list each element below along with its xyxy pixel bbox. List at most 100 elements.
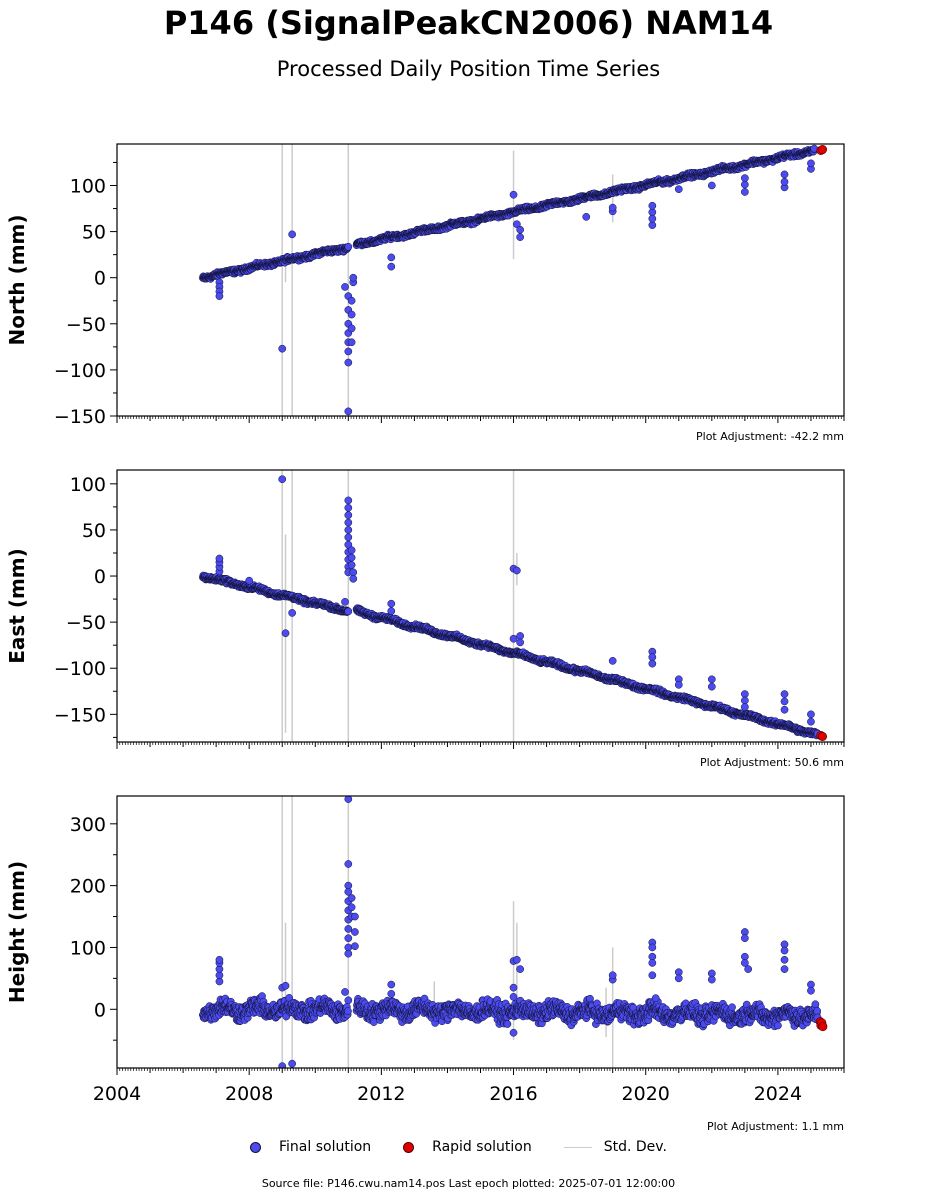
final-solution-point: [344, 511, 353, 520]
final-solution-point: [349, 574, 358, 583]
final-solution-point: [341, 598, 349, 606]
final-solution-point: [807, 159, 815, 168]
panel-frame: [116, 469, 845, 743]
rapid-solution-point: [818, 731, 828, 741]
final-solution-point: [387, 262, 396, 271]
chart-subtitle: Processed Daily Position Time Series: [276, 57, 661, 81]
final-solution-point: [278, 344, 287, 353]
plot-area: [199, 796, 828, 1068]
final-solution-point: [281, 629, 290, 638]
final-solution-point: [387, 599, 396, 608]
final-solution-point: [347, 553, 356, 562]
rapid-solution-point: [818, 145, 828, 155]
plot-area: [199, 144, 828, 416]
final-solution-point: [341, 283, 349, 291]
final-solution-point: [648, 221, 657, 229]
final-solution-point: [516, 638, 525, 647]
final-solution-point: [707, 682, 716, 691]
y-tick-label: −50: [66, 612, 106, 634]
panel-2: −150 −100 −50 0 50 100 East (mm) Plot Adjustmen…: [5, 469, 845, 769]
y-tick-label: 50: [82, 222, 106, 244]
final-solution-point: [513, 566, 521, 575]
final-solution-point: [387, 607, 396, 615]
final-solution-point: [648, 659, 657, 668]
final-solution-point: [344, 358, 353, 367]
final-solution-point: [288, 230, 296, 239]
final-solution-point: [582, 212, 591, 221]
final-solution-point: [741, 696, 749, 705]
final-solution-point: [780, 697, 789, 706]
final-solution-point: [347, 296, 356, 305]
final-solution-point: [344, 1007, 352, 1015]
final-solution-point: [707, 181, 716, 190]
final-solution-point: [503, 1020, 512, 1028]
final-solution-point: [648, 208, 657, 217]
final-solution-point: [344, 518, 353, 527]
final-solution-point: [347, 310, 356, 319]
y-tick-label: 100: [70, 474, 106, 496]
final-solution-point: [387, 253, 396, 262]
final-solution-point: [707, 675, 716, 684]
final-solution-point: [780, 690, 789, 698]
final-solution-point: [807, 710, 815, 719]
final-solution-point: [741, 188, 749, 196]
y-tick-label: −150: [54, 704, 106, 726]
final-solution-point: [344, 996, 353, 1005]
final-solution-point: [245, 576, 254, 585]
plot-adjustment-note: Plot Adjustment: -42.2 mm: [696, 430, 844, 443]
final-solution-point: [344, 526, 353, 534]
final-solution-point: [215, 292, 224, 300]
y-tick-label: −150: [54, 406, 106, 428]
y-axis-label: North (mm): [5, 214, 29, 345]
final-solution-point: [344, 533, 353, 542]
final-solution-point: [648, 201, 657, 210]
final-solution-point: [741, 690, 749, 698]
final-solution-point: [344, 347, 353, 356]
chart-title: P146 (SignalPeakCN2006) NAM14: [163, 4, 774, 42]
y-tick-label: 0: [94, 566, 106, 588]
final-solution-point: [288, 609, 296, 617]
final-solution-point: [608, 657, 617, 665]
final-solution-point: [780, 177, 789, 186]
final-solution-point: [780, 170, 789, 179]
final-solution-point: [648, 653, 657, 662]
final-solution-point: [516, 632, 525, 640]
final-solution-point: [278, 475, 287, 484]
final-solution-point: [674, 185, 683, 194]
y-tick-label: 0: [94, 268, 106, 290]
final-solution-point: [344, 607, 353, 616]
final-solution-point: [648, 214, 657, 223]
y-tick-label: −50: [66, 314, 106, 336]
final-solution-point: [347, 561, 356, 569]
plot-adjustment-note: Plot Adjustment: 50.6 mm: [700, 756, 844, 769]
final-solution-point: [741, 180, 749, 189]
final-solution-point: [807, 717, 815, 726]
panel-frame: [116, 143, 845, 417]
final-solution-point: [344, 503, 353, 512]
plot-area: [199, 470, 828, 742]
final-solution-point: [349, 273, 358, 282]
final-solution-point: [674, 680, 683, 689]
final-solution-point: [516, 225, 525, 234]
y-axis-label: East (mm): [5, 548, 29, 664]
final-solution-point: [344, 242, 353, 251]
y-tick-label: 50: [82, 520, 106, 542]
y-tick-label: 100: [70, 175, 106, 197]
final-solution-point: [344, 496, 353, 505]
final-solution-point: [741, 174, 749, 182]
final-solution-point: [741, 703, 749, 711]
final-solution-point: [516, 233, 525, 241]
final-solution-point: [349, 568, 358, 577]
final-solution-point: [780, 705, 789, 714]
panel-1: −150 −100 −50 0 50 100 North (mm) Plot Adjustme…: [5, 143, 845, 443]
final-solution-point: [509, 634, 518, 643]
y-tick-label: −100: [54, 360, 106, 382]
final-solution-point: [347, 338, 356, 347]
final-solution-point: [347, 324, 356, 333]
y-tick-label: −100: [54, 658, 106, 680]
final-solution-point: [347, 546, 356, 555]
final-solution-point: [608, 203, 617, 212]
final-solution-point: [344, 407, 353, 416]
